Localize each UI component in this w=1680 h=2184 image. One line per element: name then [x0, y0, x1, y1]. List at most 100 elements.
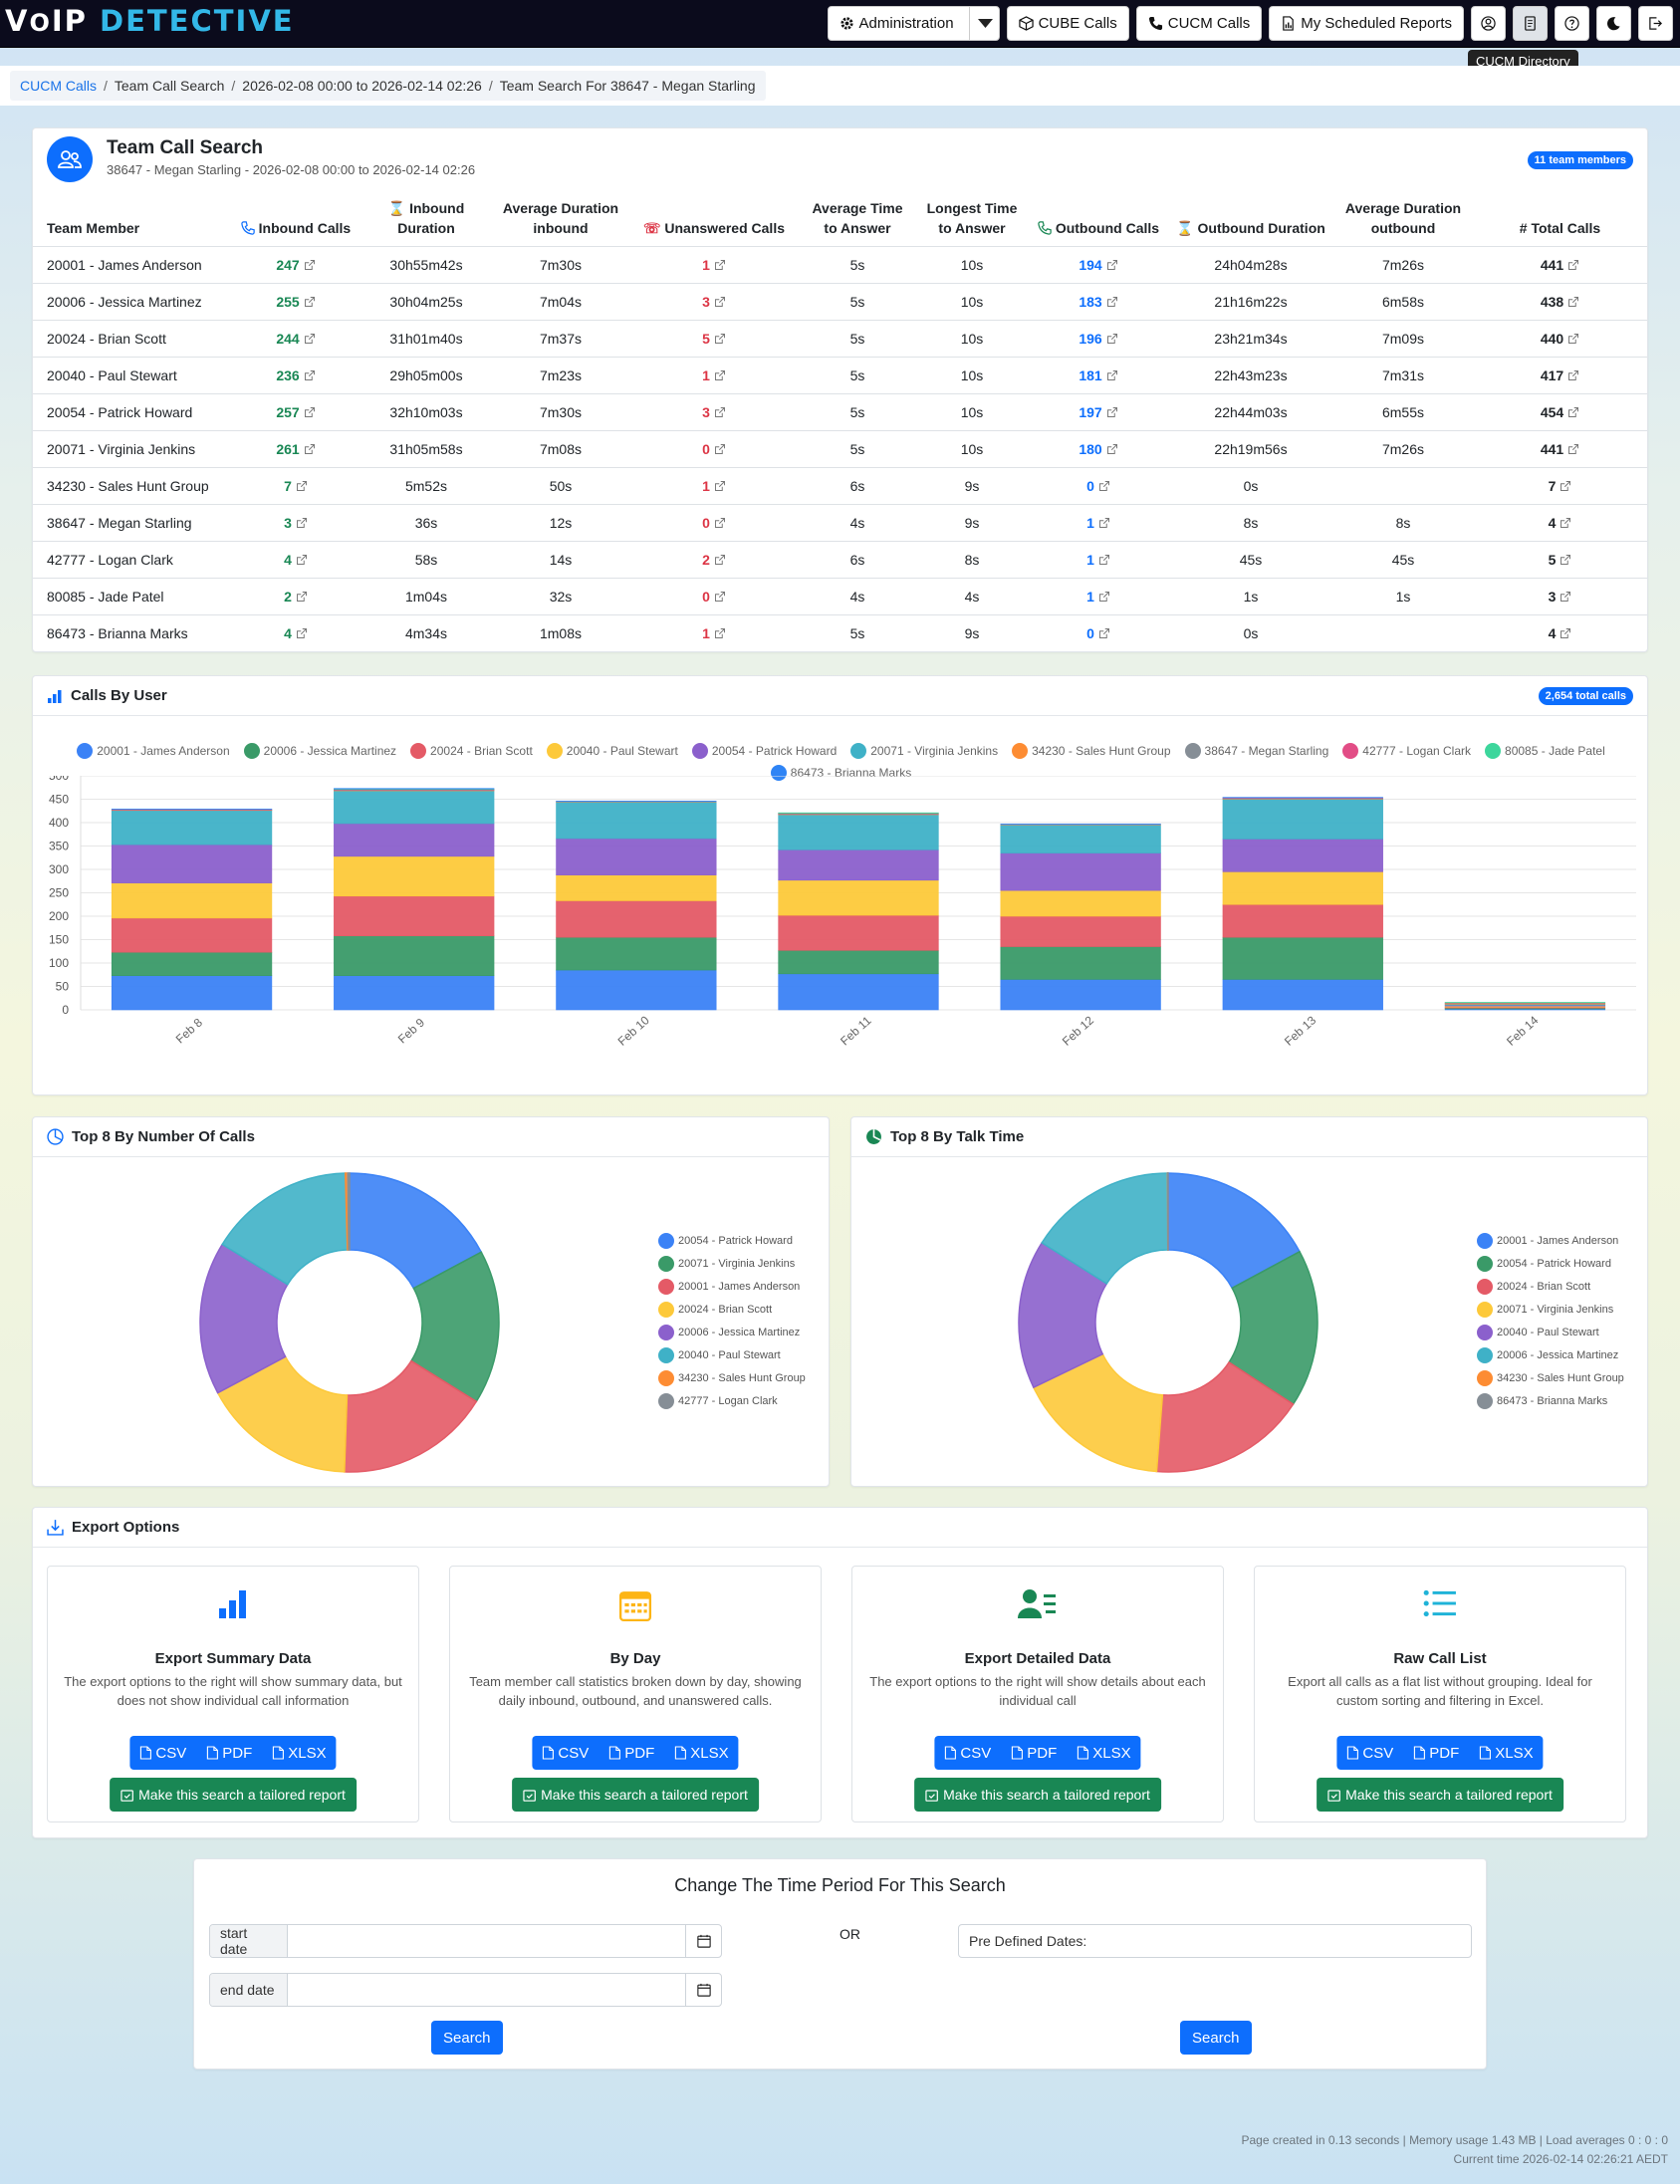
breadcrumb-date-range[interactable]: 2026-02-08 00:00 to 2026-02-14 02:26 [242, 78, 482, 94]
calendar-icon[interactable] [685, 1974, 721, 2006]
legend-item[interactable]: 20054 - Patrick Howard [691, 742, 837, 760]
external-link-icon[interactable] [304, 369, 316, 381]
external-link-icon[interactable] [1106, 259, 1118, 271]
start-date-field[interactable]: start date [209, 1924, 722, 1958]
external-link-icon[interactable] [1106, 333, 1118, 345]
csv-button[interactable]: CSV [129, 1736, 196, 1770]
pie-slice[interactable] [216, 1355, 349, 1473]
bar-segment[interactable] [111, 844, 273, 883]
breadcrumb-team-call-search[interactable]: Team Call Search [114, 78, 225, 94]
legend-item[interactable]: 38647 - Megan Starling [1184, 742, 1328, 760]
external-link-icon[interactable] [714, 259, 726, 271]
bar-segment[interactable] [1222, 936, 1383, 980]
pdf-button[interactable]: PDF [599, 1736, 664, 1770]
bar-segment[interactable] [1222, 799, 1383, 840]
administration-dropdown[interactable]: Administration [827, 6, 1000, 41]
bar-segment[interactable] [334, 823, 495, 857]
bar-segment[interactable] [111, 975, 273, 1011]
tailored-report-button[interactable]: Make this search a tailored report [110, 1778, 357, 1812]
external-link-icon[interactable] [714, 480, 726, 492]
bar-segment[interactable] [334, 895, 495, 937]
bar-segment[interactable] [111, 810, 273, 846]
external-link-icon[interactable] [304, 443, 316, 455]
legend-item[interactable]: 42777 - Logan Clark [1342, 742, 1471, 760]
external-link-icon[interactable] [1106, 296, 1118, 308]
bar-segment[interactable] [778, 814, 939, 850]
pie-slice[interactable] [409, 1251, 500, 1403]
csv-button[interactable]: CSV [934, 1736, 1001, 1770]
external-link-icon[interactable] [1567, 443, 1579, 455]
legend-item[interactable]: 20001 - James Anderson [658, 1275, 806, 1298]
bar-segment[interactable] [1000, 852, 1161, 891]
external-link-icon[interactable] [714, 333, 726, 345]
legend-item[interactable]: 20040 - Paul Stewart [1477, 1321, 1624, 1343]
legend-item[interactable]: 20001 - James Anderson [1477, 1229, 1624, 1252]
legend-item[interactable]: 20071 - Virginia Jenkins [850, 742, 998, 760]
pie-slice[interactable] [347, 1172, 351, 1251]
legend-item[interactable]: 34230 - Sales Hunt Group [658, 1366, 806, 1389]
legend-item[interactable]: 20040 - Paul Stewart [658, 1343, 806, 1366]
help-button[interactable] [1555, 6, 1589, 41]
end-date-field[interactable]: end date [209, 1973, 722, 2007]
bar-segment[interactable] [1222, 871, 1383, 905]
external-link-icon[interactable] [1560, 591, 1571, 603]
bar-segment[interactable] [1222, 839, 1383, 872]
user-profile-button[interactable] [1471, 6, 1506, 41]
legend-item[interactable]: 20024 - Brian Scott [658, 1298, 806, 1321]
bar-segment[interactable] [111, 882, 273, 919]
bar-segment[interactable] [334, 790, 495, 825]
xlsx-button[interactable]: XLSX [664, 1736, 738, 1770]
external-link-icon[interactable] [304, 259, 316, 271]
external-link-icon[interactable] [1098, 591, 1110, 603]
legend-item[interactable]: 20054 - Patrick Howard [1477, 1252, 1624, 1275]
external-link-icon[interactable] [714, 554, 726, 566]
external-link-icon[interactable] [304, 406, 316, 418]
external-link-icon[interactable] [1567, 259, 1579, 271]
scheduled-reports-button[interactable]: My Scheduled Reports [1269, 6, 1464, 41]
external-link-icon[interactable] [1567, 369, 1579, 381]
legend-item[interactable]: 20054 - Patrick Howard [658, 1229, 806, 1252]
pie-slice[interactable] [199, 1243, 289, 1394]
external-link-icon[interactable] [1560, 517, 1571, 529]
tailored-report-button[interactable]: Make this search a tailored report [1317, 1778, 1563, 1812]
legend-item[interactable]: 80085 - Jade Patel [1485, 742, 1605, 760]
bar-segment[interactable] [556, 874, 717, 901]
pie-slice[interactable] [1155, 1360, 1295, 1473]
external-link-icon[interactable] [714, 591, 726, 603]
logout-button[interactable] [1638, 6, 1673, 41]
legend-item[interactable]: 20071 - Virginia Jenkins [658, 1252, 806, 1275]
cube-calls-button[interactable]: CUBE Calls [1006, 6, 1129, 41]
bar-segment[interactable] [334, 855, 495, 897]
external-link-icon[interactable] [1098, 517, 1110, 529]
xlsx-button[interactable]: XLSX [262, 1736, 336, 1770]
xlsx-button[interactable]: XLSX [1469, 1736, 1543, 1770]
pdf-button[interactable]: PDF [1403, 1736, 1469, 1770]
bar-segment[interactable] [111, 917, 273, 953]
bar-segment[interactable] [556, 936, 717, 971]
external-link-icon[interactable] [1560, 627, 1571, 639]
bar-segment[interactable] [334, 975, 495, 1011]
external-link-icon[interactable] [296, 480, 308, 492]
pdf-button[interactable]: PDF [1001, 1736, 1067, 1770]
legend-item[interactable]: 86473 - Brianna Marks [1477, 1389, 1624, 1412]
bar-segment[interactable] [556, 900, 717, 938]
bar-segment[interactable] [1222, 979, 1383, 1011]
app-logo[interactable]: VOIP DETECTIVE [5, 4, 295, 38]
pie-slice[interactable] [1032, 1352, 1164, 1473]
external-link-icon[interactable] [714, 627, 726, 639]
external-link-icon[interactable] [296, 554, 308, 566]
bar-segment[interactable] [111, 951, 273, 976]
legend-item[interactable]: 20040 - Paul Stewart [546, 742, 678, 760]
legend-item[interactable]: 20024 - Brian Scott [1477, 1275, 1624, 1298]
bar-segment[interactable] [334, 935, 495, 976]
search-button-predefined[interactable]: Search [1180, 2021, 1252, 2055]
external-link-icon[interactable] [1567, 406, 1579, 418]
external-link-icon[interactable] [1098, 480, 1110, 492]
pie-slice[interactable] [344, 1359, 478, 1473]
tailored-report-button[interactable]: Make this search a tailored report [512, 1778, 759, 1812]
external-link-icon[interactable] [296, 591, 308, 603]
legend-item[interactable]: 42777 - Logan Clark [658, 1389, 806, 1412]
csv-button[interactable]: CSV [1336, 1736, 1403, 1770]
external-link-icon[interactable] [1560, 554, 1571, 566]
csv-button[interactable]: CSV [532, 1736, 599, 1770]
